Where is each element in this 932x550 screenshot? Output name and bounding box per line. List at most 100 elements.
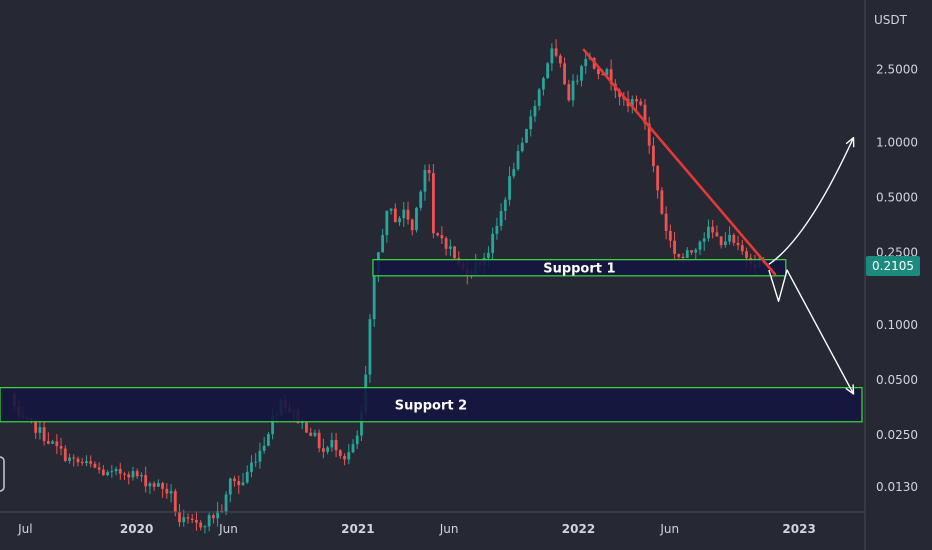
candle	[550, 43, 554, 72]
candle-body	[491, 233, 495, 253]
candle-body	[597, 68, 600, 75]
candle	[630, 95, 634, 114]
candle	[668, 224, 672, 248]
candle	[558, 53, 562, 68]
candle	[85, 455, 88, 467]
candle	[402, 202, 406, 227]
candle-body	[51, 441, 54, 444]
candle	[432, 164, 435, 239]
candle	[609, 59, 613, 91]
support-zone-box	[372, 259, 787, 277]
candle	[453, 246, 456, 261]
candle-body	[178, 511, 181, 523]
support-zone-label: Support 2	[395, 399, 467, 414]
candle-body	[110, 471, 114, 473]
candle-body	[228, 478, 232, 495]
candle	[525, 128, 528, 144]
candle	[516, 144, 520, 171]
candle	[448, 239, 452, 257]
candle	[161, 481, 165, 498]
candle	[423, 164, 427, 201]
candle-body	[550, 48, 554, 64]
candle-body	[63, 448, 67, 461]
price-tick-label: 0.2500	[876, 245, 918, 259]
candle-body	[343, 455, 346, 460]
price-tick-label: 1.0000	[876, 135, 918, 149]
candle	[537, 87, 541, 111]
candle	[372, 266, 376, 328]
candle-body	[140, 475, 143, 477]
time-tick-label: Jun	[659, 522, 679, 536]
candle	[567, 79, 571, 102]
candle-body	[736, 242, 740, 246]
candle	[101, 465, 105, 476]
candle-body	[368, 319, 372, 375]
candle-body	[118, 469, 122, 474]
candle-body	[245, 471, 249, 483]
candle	[652, 137, 655, 173]
candle	[38, 419, 42, 440]
candle	[80, 457, 84, 466]
candle	[707, 219, 710, 242]
candle	[169, 483, 173, 503]
candle	[529, 109, 533, 137]
candle	[241, 472, 245, 486]
candle	[114, 466, 118, 476]
candle	[76, 456, 80, 467]
candle-body	[406, 209, 410, 220]
candle	[266, 431, 270, 447]
side-toolbar-button[interactable]	[0, 456, 5, 492]
candle	[178, 504, 181, 527]
candle-body	[237, 481, 241, 486]
candle-body	[694, 249, 698, 253]
candle-body	[148, 483, 152, 487]
time-axis[interactable]: Jul 2020 Jun 2021 Jun 2022 Jun 2023	[17, 522, 816, 536]
candle	[228, 477, 232, 503]
price-tick-label: 2.5000	[876, 63, 918, 77]
candle	[258, 442, 262, 469]
candle	[51, 439, 54, 444]
price-axis[interactable]: 2.5000 1.0000 0.5000 0.2500 0.1000 0.0500 0.02…	[876, 63, 918, 495]
candle	[368, 314, 372, 383]
candle-body	[423, 169, 427, 192]
candle-body	[250, 462, 253, 472]
candle-body	[127, 474, 131, 478]
candle	[597, 68, 600, 80]
candle	[503, 196, 507, 221]
candle-body	[499, 211, 503, 226]
candle-body	[152, 483, 156, 487]
candle-body	[161, 482, 165, 489]
candle-body	[59, 446, 63, 449]
time-tick-label: 2022	[562, 522, 595, 536]
candle-body	[575, 80, 579, 82]
candle-body	[635, 99, 638, 102]
candle-body	[114, 469, 118, 472]
candle	[554, 39, 558, 58]
candle-body	[427, 169, 431, 174]
time-tick-label: Jul	[17, 522, 32, 536]
candle-body	[233, 478, 236, 482]
candle	[110, 465, 114, 478]
time-tick-label: Jun	[218, 522, 238, 536]
candle-body	[432, 173, 435, 234]
candle	[93, 461, 97, 469]
resistance-trendline	[582, 48, 777, 276]
candle-body	[131, 471, 135, 478]
candle	[351, 439, 355, 454]
candle	[381, 229, 385, 253]
candle-body	[508, 176, 511, 200]
candle	[207, 512, 211, 532]
candle	[419, 189, 423, 211]
candle-body	[93, 463, 97, 468]
candle-body	[740, 245, 744, 252]
candle-body	[732, 234, 736, 243]
candle	[690, 250, 693, 256]
candle-body	[203, 526, 207, 528]
candle-body	[630, 99, 634, 107]
candle-body	[89, 461, 93, 464]
candle	[59, 437, 63, 456]
candle-body	[529, 116, 533, 130]
candle	[711, 219, 715, 239]
candle-body	[360, 412, 363, 436]
candle-body	[182, 517, 186, 523]
